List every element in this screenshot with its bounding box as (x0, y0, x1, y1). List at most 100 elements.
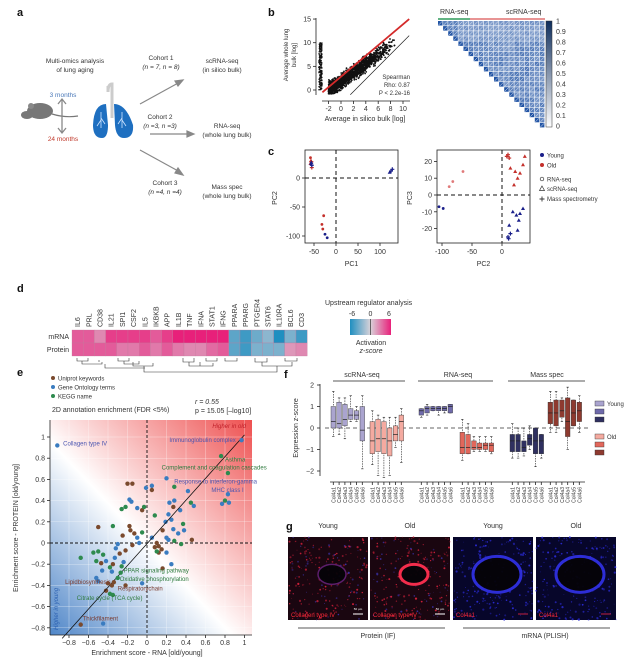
signal-speck (567, 611, 569, 613)
data-point (347, 71, 350, 74)
signal-speck (359, 548, 362, 551)
data-point (362, 64, 365, 67)
y-tick-label: 0.4 (35, 498, 45, 505)
enrichment-point (219, 501, 225, 506)
boxplot-box (354, 406, 360, 422)
boxplot-box (442, 406, 448, 414)
enrichment-point (166, 512, 171, 517)
signal-speck (291, 568, 294, 571)
data-point (371, 61, 373, 63)
signal-speck (611, 559, 614, 561)
cell-hatch (535, 46, 540, 51)
cell-hatch (494, 36, 499, 41)
stain-caption: Col4a1 (456, 613, 476, 619)
cell-hatch (474, 26, 478, 31)
panel-a-schematic: Multi-omics analysis of lung aging 3 mon… (21, 55, 252, 200)
signal-speck (561, 606, 564, 609)
signal-speck (413, 618, 415, 621)
box-iqr (418, 408, 424, 416)
signal-speck (296, 549, 298, 551)
signal-speck (355, 591, 358, 594)
cell-hatch (504, 46, 509, 51)
signal-speck (427, 566, 429, 568)
cell-hatch (484, 62, 489, 67)
signal-speck (429, 575, 432, 578)
cell-hatch (540, 82, 545, 87)
legend-young: Young (547, 154, 564, 160)
cell-hatch (479, 36, 484, 41)
signal-speck (329, 590, 331, 592)
signal-speck (444, 565, 446, 567)
plot-frame (436, 149, 531, 244)
data-point (332, 88, 335, 90)
signal-speck (318, 556, 321, 559)
cell-hatch (509, 31, 514, 36)
data-point (376, 53, 378, 55)
data-point (340, 72, 343, 74)
enrichment-point (177, 507, 183, 513)
x-tick-label: 0 (339, 106, 343, 113)
gene-label: PRL (86, 313, 93, 327)
data-point (381, 44, 384, 47)
x-axis-label: Enrichment score - RNA [old/young] (91, 650, 202, 657)
cell-hatch (474, 46, 478, 51)
cell-hatch (519, 87, 524, 92)
data-point (371, 62, 373, 65)
data-point (329, 90, 332, 93)
signal-speck (530, 541, 532, 543)
heatmap-cell (94, 329, 106, 344)
signal-speck (418, 538, 420, 540)
spearman-annotation: Spearman (382, 75, 410, 81)
signal-speck (400, 540, 402, 542)
pca-point-scrna (521, 162, 525, 167)
term-label: Complement and coagulation cascades (162, 466, 267, 472)
cell-hatch (458, 36, 463, 41)
signal-speck (563, 537, 565, 540)
enrichment-point (172, 538, 177, 544)
box-iqr (477, 442, 483, 450)
signal-speck (288, 585, 290, 587)
data-point (380, 56, 383, 58)
boxplot-box (447, 404, 453, 414)
signal-speck (509, 539, 512, 542)
signal-speck (399, 594, 401, 596)
data-point (362, 59, 364, 62)
labeled-point (239, 437, 244, 443)
signal-speck (612, 544, 615, 547)
signal-speck (594, 597, 596, 599)
x-tick-label: −0.8 (62, 640, 76, 647)
cohort-1-name: Cohort 1 (149, 55, 174, 62)
signal-speck (434, 573, 436, 575)
data-point (349, 72, 352, 75)
data-point (360, 70, 363, 73)
cell-hatch (530, 57, 534, 61)
signal-speck (304, 552, 307, 555)
data-point (319, 44, 321, 46)
cell-hatch (540, 21, 545, 26)
signal-speck (498, 553, 500, 555)
legend-mass-spec: Mass spectrometry (547, 197, 598, 203)
gene-label: PPARG (243, 303, 250, 327)
signal-speck (511, 537, 514, 540)
box-iqr (387, 427, 393, 457)
cell-hatch (474, 31, 478, 36)
cell-hatch (479, 51, 484, 56)
signal-speck (363, 598, 365, 600)
data-point (385, 43, 388, 46)
heatmap-cell (150, 329, 162, 344)
cell-hatch (514, 77, 519, 82)
signal-speck (606, 617, 608, 620)
cell-hatch (524, 67, 529, 72)
enrichment-point (143, 485, 149, 491)
micrograph-protein-young (288, 536, 368, 621)
pca-point-rna (437, 205, 441, 209)
pca-point-scrna (522, 154, 527, 158)
signal-speck (479, 602, 481, 604)
x-tick-label: 0.6 (201, 640, 211, 647)
colorbar-tick-label: 0 (369, 311, 373, 318)
signal-speck (542, 594, 544, 596)
cell-hatch (519, 46, 524, 51)
gene-tick-label: Col4a3 (431, 487, 437, 503)
signal-speck (408, 559, 410, 561)
data-point (372, 65, 375, 67)
